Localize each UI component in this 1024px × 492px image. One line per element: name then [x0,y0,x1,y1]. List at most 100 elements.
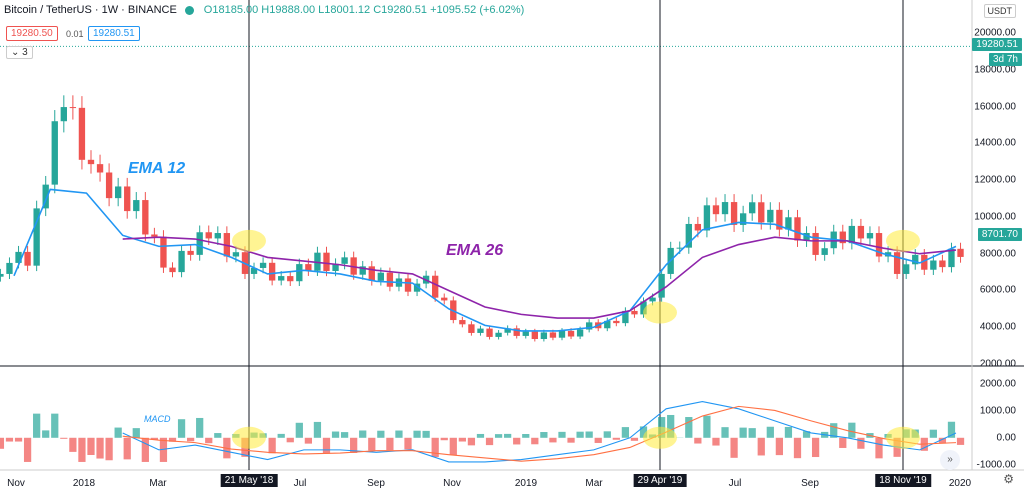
candle-body [151,234,158,237]
price-tick-label: 4000.00 [979,321,1016,333]
candle-body [15,251,22,263]
macd-histogram-bar [404,437,412,450]
macd-histogram-bar [304,437,312,444]
candle-body [386,272,394,287]
candle-body [721,202,729,215]
currency-button[interactable]: USDT [983,4,1016,18]
macd-histogram-bar [504,433,512,438]
macd-histogram-bar [594,437,602,443]
buy-price-pill[interactable]: 19280.51 [88,26,140,41]
candle-body [930,260,937,270]
macd-histogram-bar [730,437,738,458]
macd-histogram-bar [549,437,557,443]
macd-histogram-bar [395,430,403,438]
macd-histogram-bar [721,427,729,438]
macd-histogram-bar [630,437,639,441]
price-tick-label: 8000.00 [979,248,1016,260]
macd-histogram-bar [33,413,41,438]
candle-body [232,252,240,257]
macd-histogram-bar [114,427,122,438]
macd-histogram-bar [440,437,448,441]
highlight-date-label: 29 Apr '19 [633,474,687,487]
candle-body [432,275,439,298]
ema26-annotation: EMA 26 [446,242,504,259]
indicator-count: 3 [22,47,28,58]
candle-body [866,233,874,239]
time-tick-label: Nov [443,478,461,489]
candle-body [268,262,276,281]
symbol-label[interactable]: Bitcoin / TetherUS · 1W · BINANCE [4,4,177,16]
candle-body [893,252,901,274]
macd-histogram-bar [87,437,95,455]
candle-body [205,232,212,239]
candle-body [332,263,339,271]
time-tick-label: 2019 [514,478,538,489]
candle-body [540,332,548,340]
macd-signal-line [122,405,957,462]
macd-histogram-bar [350,437,358,453]
candle-body [6,262,13,274]
candle-body [78,107,86,160]
macd-histogram-bar [23,437,32,462]
price-tick-label: 18000.00 [974,64,1016,76]
macd-histogram-bar [839,437,847,448]
sell-price-pill[interactable]: 19280.50 [6,26,58,41]
candle-body [703,205,711,231]
candle-body [531,331,538,340]
candle-body [776,209,783,230]
macd-histogram-bar [132,428,140,438]
macd-histogram-bar [69,437,77,452]
macd-histogram-bar [522,434,530,438]
macd-histogram-bar [540,432,548,438]
macd-histogram-bar [494,434,503,438]
macd-line [122,400,957,463]
candle-body [549,332,557,338]
macd-histogram-bar [712,437,720,446]
candle-body [622,310,629,324]
ema12-line [13,188,957,332]
crossover-highlight [643,301,677,324]
macd-histogram-bar [531,437,539,445]
candle-body [522,331,529,336]
candle-body [495,332,502,337]
candle-body [459,320,466,325]
macd-histogram-bar [621,427,630,438]
time-tick-label: Sep [367,478,385,489]
macd-histogram-bar [377,430,385,438]
candle-body [169,267,176,273]
macd-histogram-bar [51,413,59,438]
candle-body [178,250,185,273]
price-tick-label: 12000.00 [974,174,1016,186]
candle-body [486,328,493,337]
macd-histogram-bar [331,431,340,438]
candle-body [857,225,865,239]
macd-histogram-bar [268,437,276,454]
macd-histogram-bar [42,430,50,438]
macd-histogram-bar [703,415,711,438]
indicator-collapse-button[interactable]: ⌄ 3 [6,46,33,59]
candle-body [649,297,656,302]
macd-histogram-bar [476,433,485,438]
candle-body [42,184,49,209]
candle-body [758,202,765,223]
candle-body [214,233,221,239]
candle-body [477,328,484,333]
candle-body [567,330,575,337]
macd-histogram-bar [159,437,168,462]
macd-histogram-bar [60,437,68,439]
macd-histogram-bar [775,437,783,456]
candle-body [69,107,77,109]
macd-histogram-bar [14,437,23,442]
ema26-line [122,236,957,319]
macd-histogram-bar [938,437,947,444]
candle-body [912,254,919,265]
scroll-to-realtime-button[interactable]: » [940,450,960,470]
macd-tick-label: 0.00 [996,432,1016,444]
candle-body [785,217,792,230]
candle-body [694,223,702,231]
candle-body [187,250,194,255]
gear-icon[interactable]: ⚙ [1003,472,1014,486]
candle-body [875,233,883,257]
candle-body [576,329,584,337]
